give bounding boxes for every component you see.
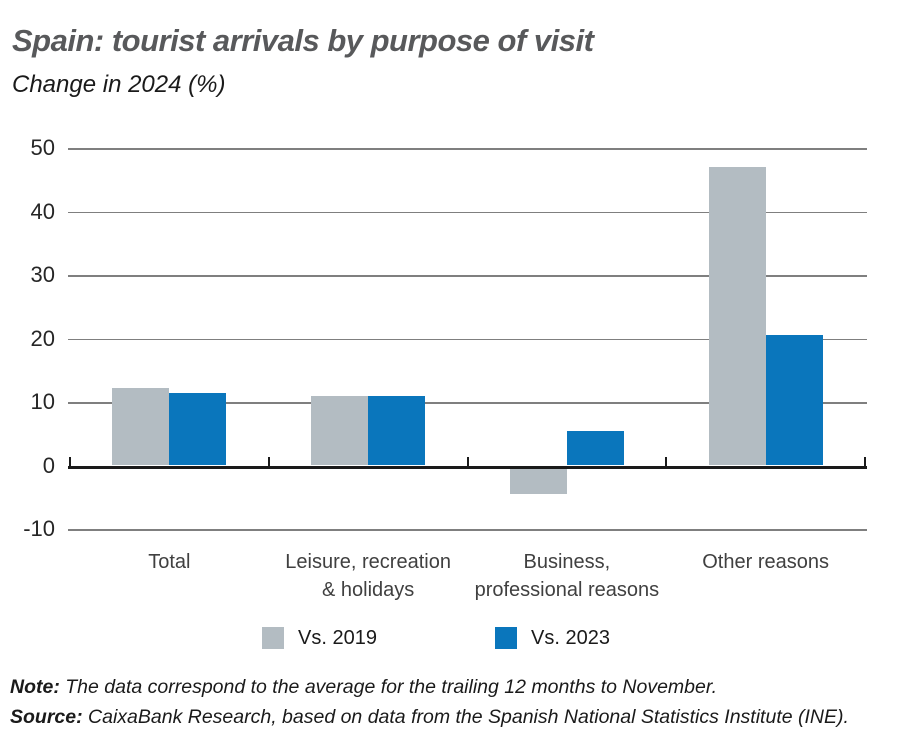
bar-vs-2023-other-reasons — [765, 335, 823, 466]
note-text: The data correspond to the average for t… — [59, 676, 718, 698]
bar-chart: 50 40 30 20 10 0 -10 Total Leisure, recreation &… — [0, 130, 900, 601]
bar-vs-2023-business — [566, 430, 624, 466]
legend-label-vs-2019: Vs. 2019 — [298, 626, 377, 649]
gridline — [68, 338, 867, 340]
y-axis-tick-label: 0 — [42, 452, 55, 478]
note-line: Note: The data correspond to the average… — [10, 672, 900, 702]
page-title: Spain: tourist arrivals by purpose of vi… — [12, 23, 594, 58]
legend-swatch-vs-2023 — [495, 627, 517, 649]
bar-vs-2019-business — [509, 465, 567, 495]
x-axis-tick — [665, 456, 668, 466]
category-label-business: Business, professional reasons — [474, 551, 660, 601]
y-axis-tick-label: -10 — [23, 516, 55, 541]
category-label-other-reasons: Other reasons — [702, 551, 829, 573]
y-axis-tick-label: 10 — [30, 389, 55, 414]
bar-vs-2019-other-reasons — [708, 167, 766, 466]
gridline — [68, 402, 867, 404]
x-axis-tick — [864, 456, 866, 466]
gridline — [68, 275, 867, 277]
chart-legend: Vs. 2019 Vs. 2023 — [0, 626, 886, 650]
gridline — [68, 529, 867, 531]
gridline — [68, 211, 867, 213]
bar-vs-2019-leisure-recreation — [311, 395, 369, 466]
category-label-total: Total — [148, 551, 191, 573]
y-axis-tick-label: 30 — [30, 262, 55, 287]
legend-swatch-vs-2019 — [262, 627, 285, 649]
legend-item-vs-2023: Vs. 2023 — [495, 627, 610, 650]
gridline — [68, 148, 867, 150]
x-axis-tick — [69, 456, 71, 466]
chart-subtitle: Change in 2024 (%) — [12, 71, 226, 98]
chart-footnotes: Note: The data correspond to the average… — [10, 672, 900, 732]
bar-vs-2023-leisure-recreation — [368, 395, 426, 466]
zero-axis-line — [68, 465, 867, 469]
category-label-leisure-recreation: Leisure, recreation & holidays — [285, 551, 451, 601]
bar-vs-2023-total — [169, 393, 227, 466]
source-line: Source: CaixaBank Research, based on dat… — [10, 702, 900, 732]
bar-vs-2019-total — [112, 388, 170, 466]
x-axis-tick — [466, 456, 469, 466]
legend-label-vs-2023: Vs. 2023 — [531, 626, 610, 649]
source-label: Source: — [10, 706, 83, 728]
source-text: CaixaBank Research, based on data from t… — [82, 706, 849, 728]
legend-item-vs-2019: Vs. 2019 — [262, 627, 377, 650]
y-axis-tick-label: 20 — [30, 325, 55, 351]
y-axis-tick-label: 40 — [30, 198, 55, 224]
x-axis-tick — [267, 456, 270, 466]
note-label: Note: — [10, 676, 60, 698]
y-axis-tick-label: 50 — [30, 135, 55, 160]
